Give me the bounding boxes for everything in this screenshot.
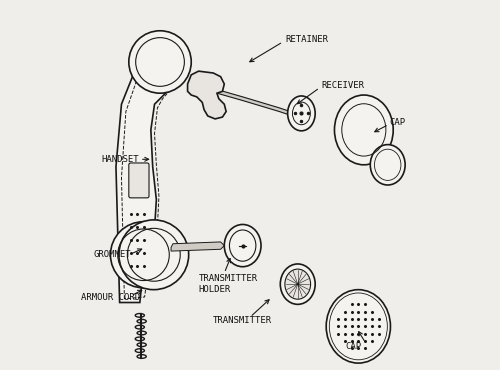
Ellipse shape (334, 95, 393, 165)
Ellipse shape (326, 290, 390, 363)
Polygon shape (188, 71, 226, 119)
Text: GROMMET: GROMMET (94, 250, 132, 259)
Polygon shape (171, 242, 224, 251)
Ellipse shape (370, 145, 405, 185)
Text: RETAINER: RETAINER (285, 36, 328, 44)
Polygon shape (215, 90, 290, 115)
Text: TRANSMITTER: TRANSMITTER (214, 316, 272, 325)
Ellipse shape (288, 96, 315, 131)
Text: ARMOUR CORD: ARMOUR CORD (81, 293, 140, 302)
Text: RECEIVER: RECEIVER (322, 81, 364, 90)
Ellipse shape (280, 264, 315, 305)
Text: TRANSMITTER
HOLDER: TRANSMITTER HOLDER (198, 275, 258, 294)
Ellipse shape (285, 269, 310, 299)
Text: CAP: CAP (346, 342, 362, 351)
Circle shape (119, 220, 188, 290)
Ellipse shape (224, 225, 261, 267)
Circle shape (129, 31, 191, 93)
Text: HANDSET: HANDSET (102, 155, 139, 164)
Circle shape (110, 222, 176, 288)
FancyBboxPatch shape (129, 163, 149, 198)
Text: CAP: CAP (390, 118, 406, 127)
Polygon shape (116, 40, 184, 303)
